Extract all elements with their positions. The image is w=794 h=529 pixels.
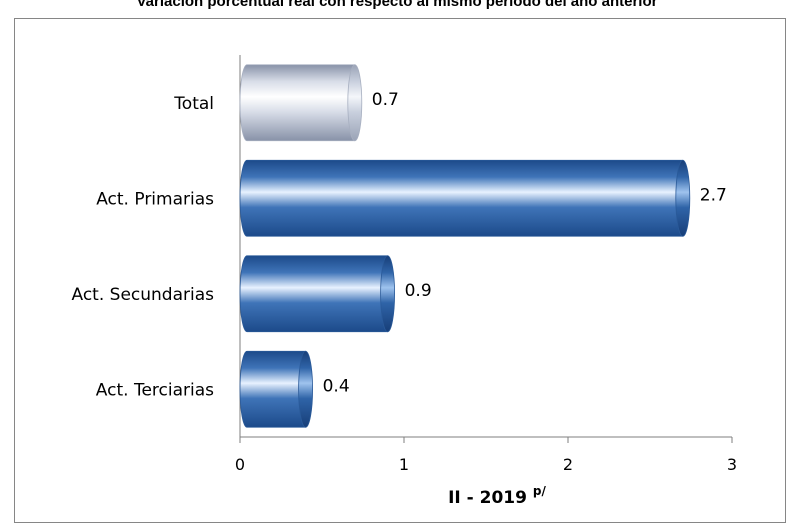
x-axis-title: II - 2019 p/ [448,484,546,508]
category-label: Act. Secundarias [72,285,215,305]
x-tick-label: 1 [399,455,409,474]
bar [239,159,691,237]
value-label: 2.7 [700,185,727,205]
value-label: 0.7 [372,90,399,110]
category-label: Act. Primarias [96,189,214,209]
bar [239,64,363,142]
bar [239,350,314,428]
chart-title: Variación porcentual real con respecto a… [136,0,658,10]
bar-end-cap [347,64,363,142]
x-tick-label: 3 [727,455,737,474]
bar-end-cap [298,350,314,428]
bar-body [239,159,684,237]
value-label: 0.9 [405,281,432,301]
axes: 0 1 2 3 II - 2019 p/ [235,55,737,508]
chart-frame [14,18,786,523]
bar-body [239,350,306,428]
category-label: Total [173,94,214,114]
bar-end-cap [675,159,691,237]
bar-end-cap [380,255,396,333]
bar-body [239,64,356,142]
category-label: Act. Terciarias [96,380,214,400]
bars [239,64,691,428]
value-label: 0.4 [323,376,350,396]
x-tick-label: 0 [235,455,245,474]
labels: Total 0.7 Act. Primarias 2.7 Act. Secundaria… [72,90,727,401]
x-tick-label: 2 [563,455,573,474]
bar-body [239,255,388,333]
bar [239,255,396,333]
